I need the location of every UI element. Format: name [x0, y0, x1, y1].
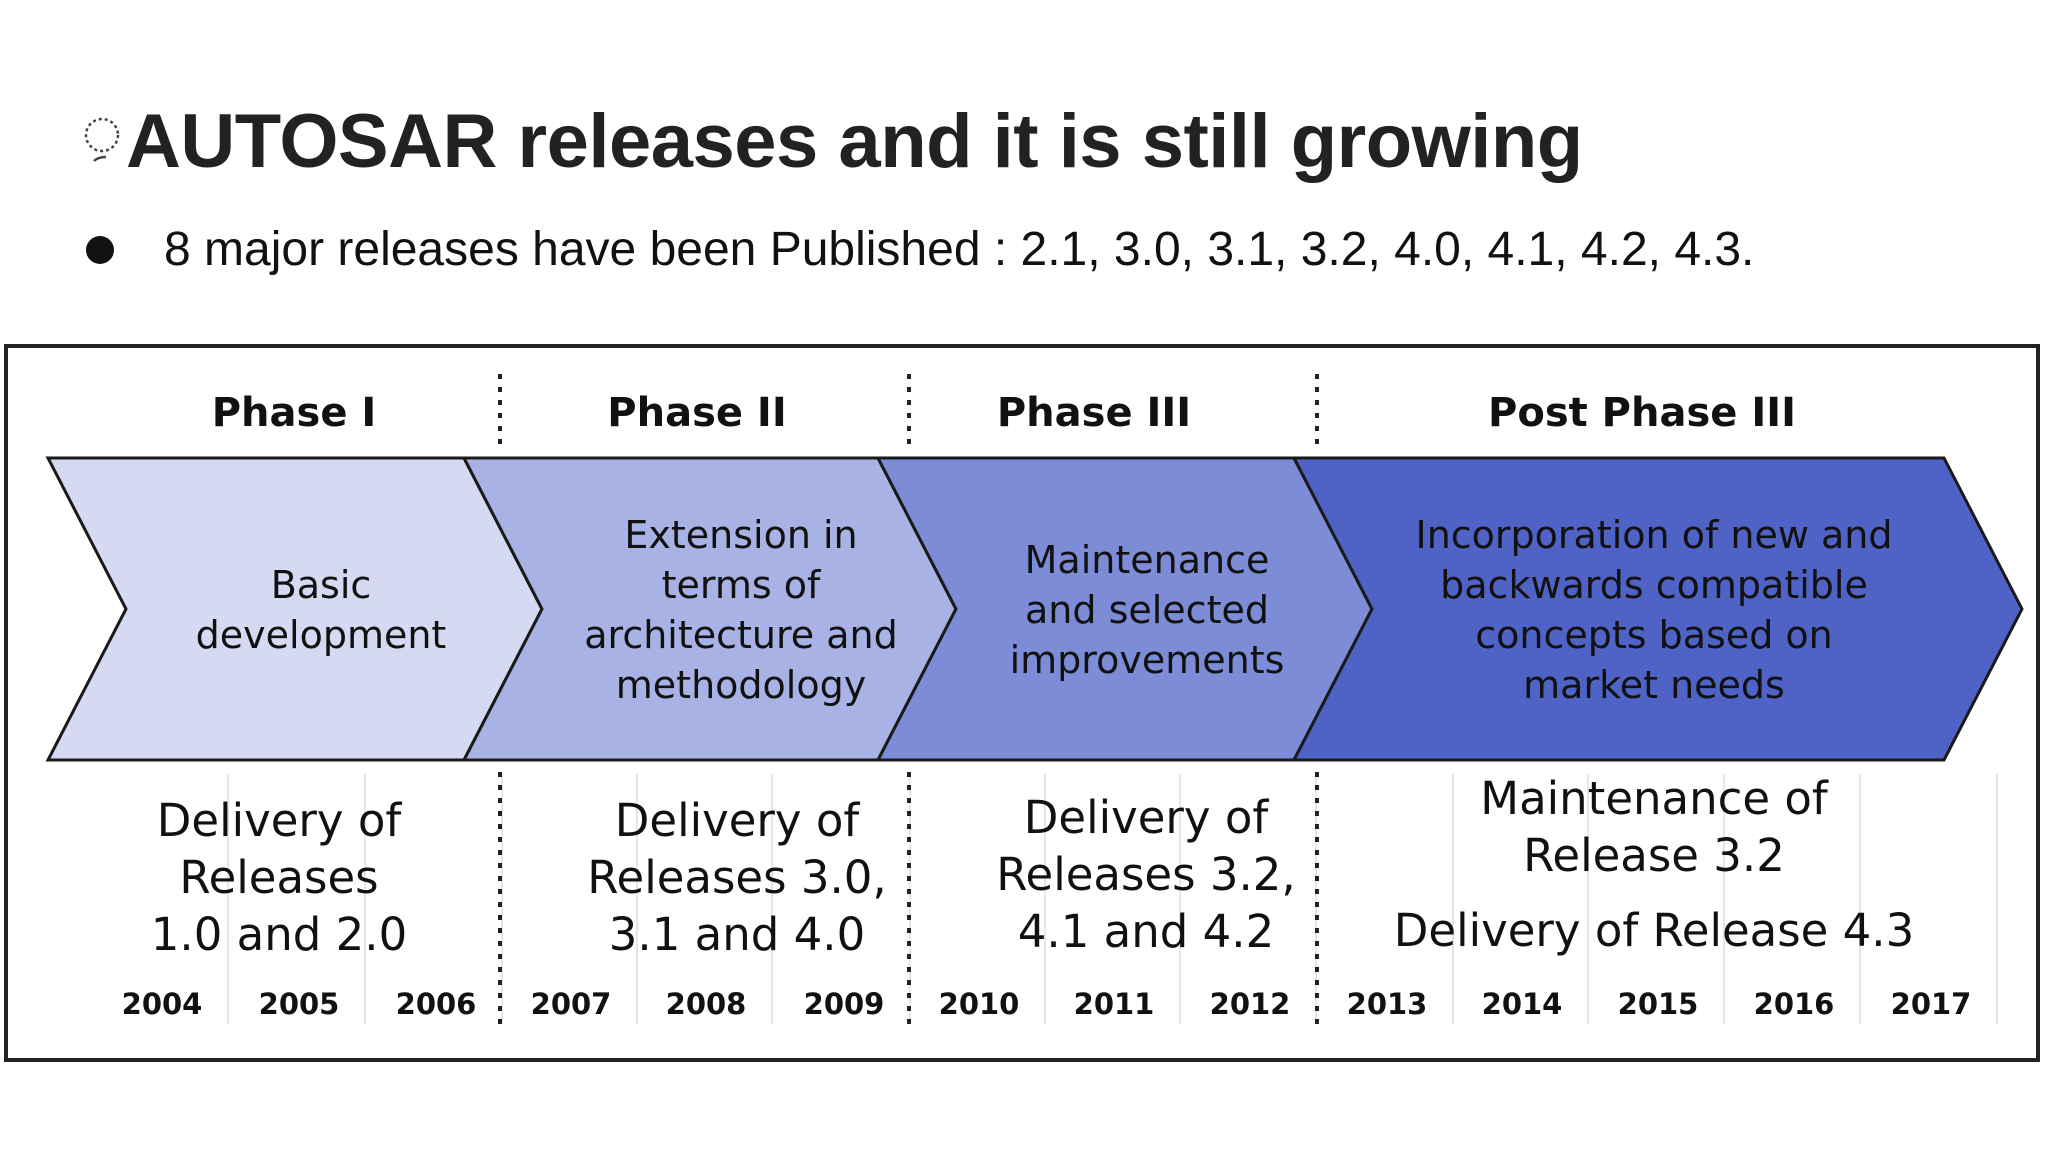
- phase-arrow-1: [45, 456, 544, 762]
- year-label: 2014: [1482, 987, 1563, 1021]
- phase-delivery-text: Release 3.2: [1523, 829, 1785, 882]
- year-label: 2009: [804, 987, 885, 1021]
- year-label: 2005: [259, 987, 340, 1021]
- phase-delivery-text: Releases: [179, 851, 378, 904]
- phase-arrow-text: and selected: [1025, 588, 1269, 632]
- phase-arrow-text: backwards compatible: [1440, 563, 1868, 607]
- phase-arrow-text: Basic: [271, 563, 372, 607]
- year-label: 2004: [122, 987, 203, 1021]
- phase-delivery-text: 4.1 and 4.2: [1018, 905, 1274, 958]
- phase-delivery-text: Delivery of: [1024, 791, 1270, 844]
- phase-arrow-4: [1291, 456, 2024, 762]
- phase-delivery-text: Delivery of Release 4.3: [1394, 904, 1914, 957]
- phase-arrow-text: Maintenance: [1025, 538, 1270, 582]
- phase-arrow-text: Extension in: [624, 513, 857, 557]
- year-label: 2011: [1074, 987, 1155, 1021]
- year-label: 2007: [531, 987, 612, 1021]
- bullet-dot-icon: [86, 235, 114, 264]
- phase-delivery-text: Releases 3.0,: [587, 851, 886, 904]
- lightbulb-icon: [84, 117, 120, 162]
- phase-arrow-text: improvements: [1010, 638, 1285, 682]
- phase-arrow-text: concepts based on: [1475, 613, 1833, 657]
- phase-heading: Phase I: [212, 390, 377, 436]
- year-label: 2010: [939, 987, 1020, 1021]
- year-label: 2013: [1347, 987, 1428, 1021]
- phase-delivery-text: 1.0 and 2.0: [151, 908, 407, 961]
- phase-arrow-text: Incorporation of new and: [1415, 513, 1892, 557]
- phase-delivery-text: Maintenance of: [1480, 772, 1829, 825]
- year-label: 2012: [1210, 987, 1291, 1021]
- phase-delivery-text: Delivery of: [615, 794, 861, 847]
- year-label: 2016: [1754, 987, 1835, 1021]
- phase-arrow-text: market needs: [1523, 663, 1785, 707]
- bullet-item: 8 major releases have been Published : 2…: [86, 222, 1754, 277]
- phase-heading: Post Phase III: [1488, 390, 1796, 436]
- phase-delivery-text: 3.1 and 4.0: [609, 908, 865, 961]
- year-label: 2006: [396, 987, 477, 1021]
- phase-arrow-text: development: [196, 613, 447, 657]
- year-label: 2015: [1618, 987, 1699, 1021]
- phase-delivery-text: Delivery of: [157, 794, 403, 847]
- phase-heading: Phase III: [997, 390, 1191, 436]
- slide-title-row: AUTOSAR releases and it is still growing: [80, 96, 1583, 186]
- phase-arrow-text: terms of: [662, 563, 822, 607]
- phase-heading: Phase II: [607, 390, 786, 436]
- year-label: 2008: [666, 987, 747, 1021]
- slide-title: AUTOSAR releases and it is still growing: [126, 98, 1583, 184]
- phase-arrow-text: architecture and: [584, 613, 898, 657]
- year-label: 2017: [1891, 987, 1972, 1021]
- phase-delivery-text: Releases 3.2,: [996, 848, 1295, 901]
- bullet-text: 8 major releases have been Published : 2…: [164, 223, 1755, 276]
- phase-arrow-text: methodology: [616, 663, 866, 707]
